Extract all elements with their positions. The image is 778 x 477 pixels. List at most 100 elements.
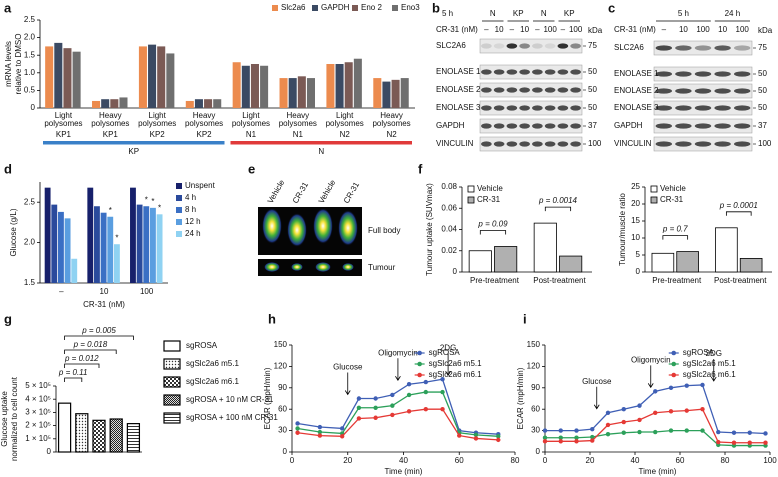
panel-label: e — [248, 161, 255, 176]
point — [473, 436, 479, 441]
condition-label: KP — [564, 9, 575, 18]
point — [542, 435, 548, 440]
bar — [494, 246, 518, 273]
point — [390, 403, 395, 408]
blot-band — [557, 105, 569, 111]
y-tick-label: 0 — [31, 103, 36, 112]
point — [440, 377, 445, 382]
blot-band — [519, 69, 530, 75]
y-tick-label: 120 — [527, 362, 541, 371]
bar — [64, 218, 71, 283]
blot-band — [506, 43, 518, 49]
x-tick-label: Heavy — [286, 111, 309, 120]
significance-mark: * — [158, 203, 161, 212]
x-tick-label: – — [59, 287, 64, 296]
point — [373, 396, 378, 401]
blot-band — [570, 123, 581, 129]
point — [574, 435, 579, 440]
point — [574, 439, 579, 444]
marker-label: 50 — [588, 67, 597, 76]
point — [605, 431, 611, 437]
x-tick-label: 20 — [343, 456, 352, 465]
bar — [185, 100, 194, 108]
bar — [149, 207, 156, 283]
point — [763, 431, 768, 436]
marker-label: 100 — [588, 139, 602, 148]
bar — [166, 53, 175, 108]
legend-label: sgSlc2a6 m6.1 — [186, 377, 239, 386]
x-tick-label: 0 — [543, 456, 548, 465]
legend-label: Eno3 — [401, 3, 420, 12]
panel-label: i — [523, 311, 527, 326]
point — [373, 405, 378, 410]
point — [542, 439, 548, 444]
dose-label: – — [561, 25, 566, 34]
point — [700, 428, 705, 433]
series-line — [297, 391, 499, 437]
bar — [468, 250, 492, 273]
bar — [119, 97, 128, 108]
marker-label: 37 — [758, 121, 767, 130]
p-value: p = 0.11 — [58, 368, 88, 377]
point — [731, 440, 737, 445]
point — [356, 416, 362, 421]
legend-label: 4 h — [185, 193, 196, 202]
blot-strip — [479, 38, 583, 54]
blot-band — [506, 141, 518, 147]
bar — [57, 402, 72, 453]
y-axis-label: relative to DMSO — [14, 34, 23, 95]
point — [747, 440, 752, 445]
point — [406, 382, 412, 387]
bracket — [64, 363, 100, 368]
blot-band — [532, 123, 543, 129]
blot-band — [570, 43, 581, 49]
y-tick-label: 25 — [631, 182, 640, 191]
point — [558, 428, 563, 433]
blot-band — [570, 105, 581, 111]
group-bar — [230, 141, 412, 145]
bar — [94, 206, 100, 283]
bar — [232, 62, 241, 108]
point — [423, 407, 428, 412]
blot-band — [519, 105, 530, 111]
blot-band — [655, 105, 673, 111]
bar — [75, 413, 89, 453]
blot-band — [557, 43, 569, 49]
blot-band — [519, 87, 530, 93]
row-label: Tumour — [368, 263, 396, 272]
legend-swatch — [272, 5, 278, 11]
x-sublabel: N2 — [340, 130, 351, 139]
bar — [45, 46, 54, 108]
event-arrow — [445, 353, 451, 376]
legend-label: 8 h — [185, 205, 196, 214]
bar — [101, 99, 110, 108]
dose-label: 10 — [520, 25, 529, 34]
y-tick-label: 2.5 — [24, 15, 36, 24]
series-line — [297, 378, 499, 435]
protein-label: SLC2A6 — [614, 43, 644, 52]
y-tick-label: 0.04 — [441, 225, 457, 234]
dose-label: – — [484, 25, 489, 34]
blot-strip — [479, 64, 583, 80]
y-tick-label: 60 — [531, 404, 540, 413]
group-label: N — [318, 147, 324, 156]
y-tick-label: 2.0 — [24, 33, 36, 42]
x-tick-label: 0 — [290, 456, 295, 465]
column-label: Vehicle — [317, 178, 338, 205]
panel-label: g — [4, 311, 12, 326]
bar — [136, 204, 143, 283]
blot-band — [714, 45, 731, 51]
point — [295, 426, 300, 431]
blot-strip — [479, 100, 583, 116]
y-tick-label: 0 — [283, 447, 288, 456]
legend-label: Vehicle — [660, 184, 686, 193]
marker-label: 50 — [758, 103, 767, 112]
bar — [353, 58, 362, 108]
y-tick-label: 1 × 10⁵ — [25, 434, 51, 443]
point — [668, 409, 674, 414]
blot-band — [481, 123, 492, 129]
x-sublabel: N1 — [293, 130, 304, 139]
point — [356, 396, 362, 401]
blot-band — [506, 87, 518, 93]
bar — [344, 62, 353, 108]
